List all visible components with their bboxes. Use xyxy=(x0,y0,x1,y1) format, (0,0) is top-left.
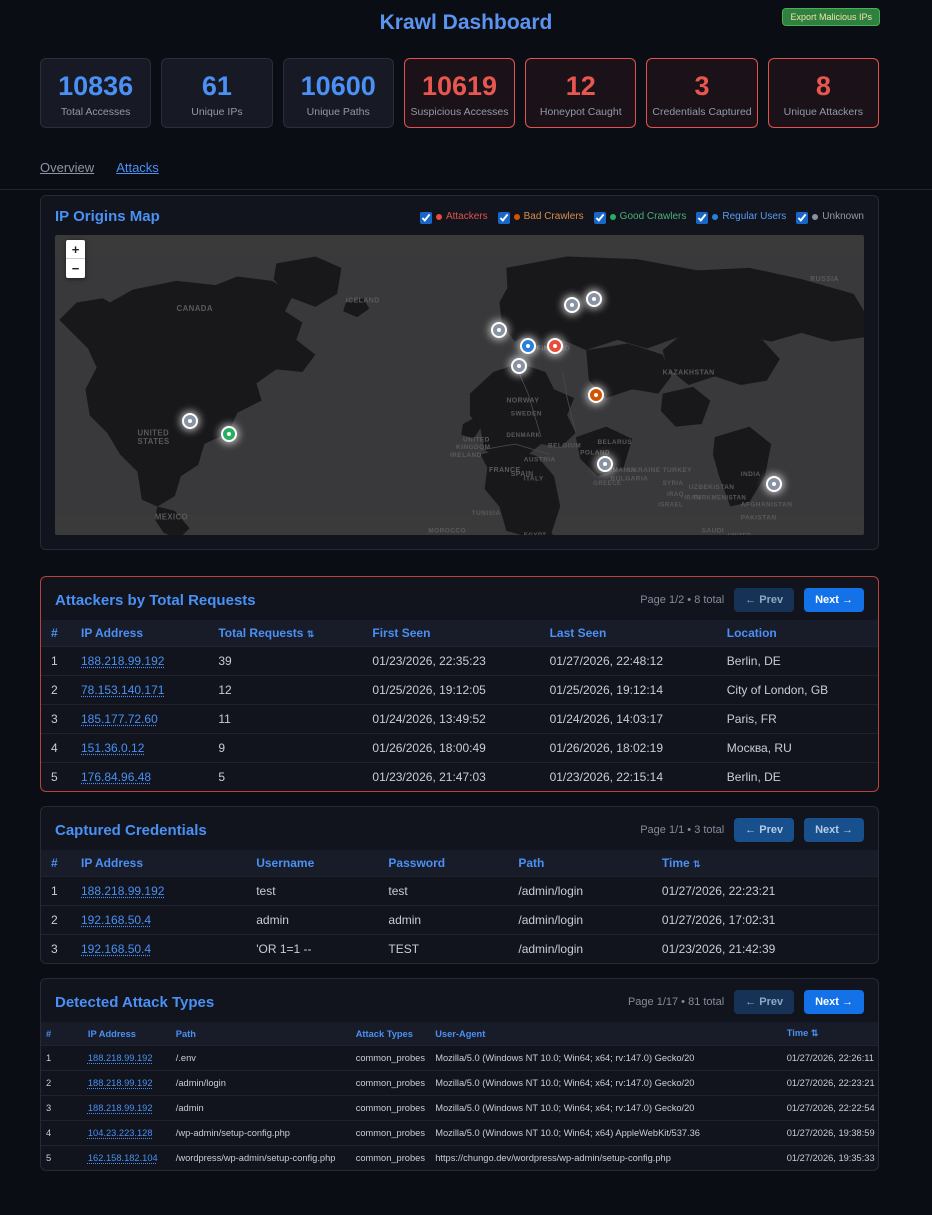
svg-text:ITALY: ITALY xyxy=(524,476,544,483)
svg-text:TURKMENISTAN: TURKMENISTAN xyxy=(693,496,746,502)
svg-text:UKRAINE: UKRAINE xyxy=(628,467,661,474)
svg-text:SWEDEN: SWEDEN xyxy=(511,411,542,418)
svg-text:EGYPT: EGYPT xyxy=(524,533,547,535)
svg-text:SAUDI: SAUDI xyxy=(702,528,724,535)
svg-text:PAKISTAN: PAKISTAN xyxy=(741,515,777,522)
svg-text:STATES: STATES xyxy=(137,437,169,446)
svg-text:UNITED: UNITED xyxy=(728,533,752,535)
svg-text:UNITED: UNITED xyxy=(137,429,169,438)
svg-text:CANADA: CANADA xyxy=(177,305,213,314)
svg-text:UZBEKISTAN: UZBEKISTAN xyxy=(689,485,735,492)
svg-text:RUSSIA: RUSSIA xyxy=(810,276,839,283)
svg-text:AUSTRIA: AUSTRIA xyxy=(524,457,556,464)
svg-text:KAZAKHSTAN: KAZAKHSTAN xyxy=(663,370,715,377)
svg-text:GUATEMALA: GUATEMALA xyxy=(175,535,228,536)
svg-text:IRELAND: IRELAND xyxy=(450,452,482,459)
svg-text:NORWAY: NORWAY xyxy=(506,398,539,405)
svg-text:IRAN: IRAN xyxy=(684,496,701,502)
svg-text:IRAQ: IRAQ xyxy=(667,492,684,498)
svg-text:AFGHANISTAN: AFGHANISTAN xyxy=(741,502,793,509)
svg-text:GREECE: GREECE xyxy=(593,481,621,487)
svg-text:DENMARK: DENMARK xyxy=(506,433,540,439)
svg-text:UNITED: UNITED xyxy=(463,437,490,444)
svg-text:TUNISIA: TUNISIA xyxy=(472,511,501,518)
svg-text:MEXICO: MEXICO xyxy=(155,513,188,522)
svg-text:TURKEY: TURKEY xyxy=(663,467,693,474)
svg-text:ICELAND: ICELAND xyxy=(346,298,380,305)
svg-text:SYRIA: SYRIA xyxy=(663,481,684,487)
svg-text:ISRAEL: ISRAEL xyxy=(658,503,683,509)
svg-text:MOROCCO: MOROCCO xyxy=(428,528,466,535)
svg-text:KINGDOM: KINGDOM xyxy=(456,445,490,452)
svg-text:BELGIUM: BELGIUM xyxy=(548,443,581,450)
svg-text:BELARUS: BELARUS xyxy=(598,439,633,446)
svg-text:INDIA: INDIA xyxy=(741,472,761,479)
